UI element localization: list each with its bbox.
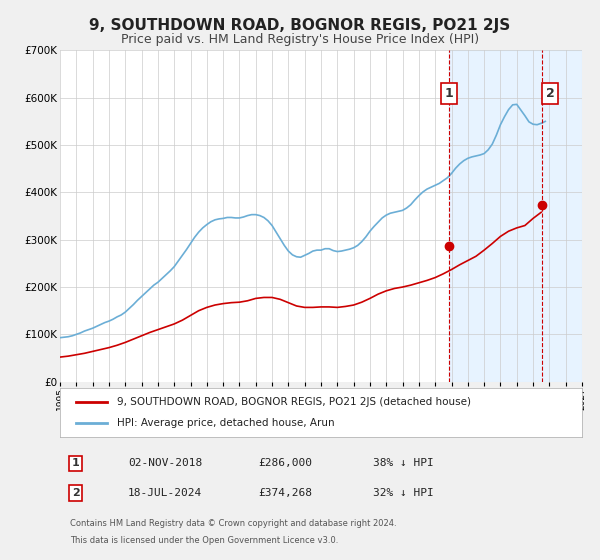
Text: £374,268: £374,268 <box>259 488 313 498</box>
Text: This data is licensed under the Open Government Licence v3.0.: This data is licensed under the Open Gov… <box>70 536 339 545</box>
Text: 38% ↓ HPI: 38% ↓ HPI <box>373 458 434 468</box>
Text: 2: 2 <box>545 87 554 100</box>
Text: 32% ↓ HPI: 32% ↓ HPI <box>373 488 434 498</box>
Text: 2: 2 <box>72 488 80 498</box>
Text: £286,000: £286,000 <box>259 458 313 468</box>
Text: 18-JUL-2024: 18-JUL-2024 <box>128 488 202 498</box>
Text: Contains HM Land Registry data © Crown copyright and database right 2024.: Contains HM Land Registry data © Crown c… <box>70 520 397 529</box>
Text: 1: 1 <box>72 458 80 468</box>
Text: Price paid vs. HM Land Registry's House Price Index (HPI): Price paid vs. HM Land Registry's House … <box>121 32 479 46</box>
Text: 9, SOUTHDOWN ROAD, BOGNOR REGIS, PO21 2JS: 9, SOUTHDOWN ROAD, BOGNOR REGIS, PO21 2J… <box>89 18 511 32</box>
Text: HPI: Average price, detached house, Arun: HPI: Average price, detached house, Arun <box>118 418 335 428</box>
Text: 02-NOV-2018: 02-NOV-2018 <box>128 458 202 468</box>
Text: 1: 1 <box>445 87 453 100</box>
Bar <box>449 50 582 382</box>
Text: 9, SOUTHDOWN ROAD, BOGNOR REGIS, PO21 2JS (detached house): 9, SOUTHDOWN ROAD, BOGNOR REGIS, PO21 2J… <box>118 396 472 407</box>
